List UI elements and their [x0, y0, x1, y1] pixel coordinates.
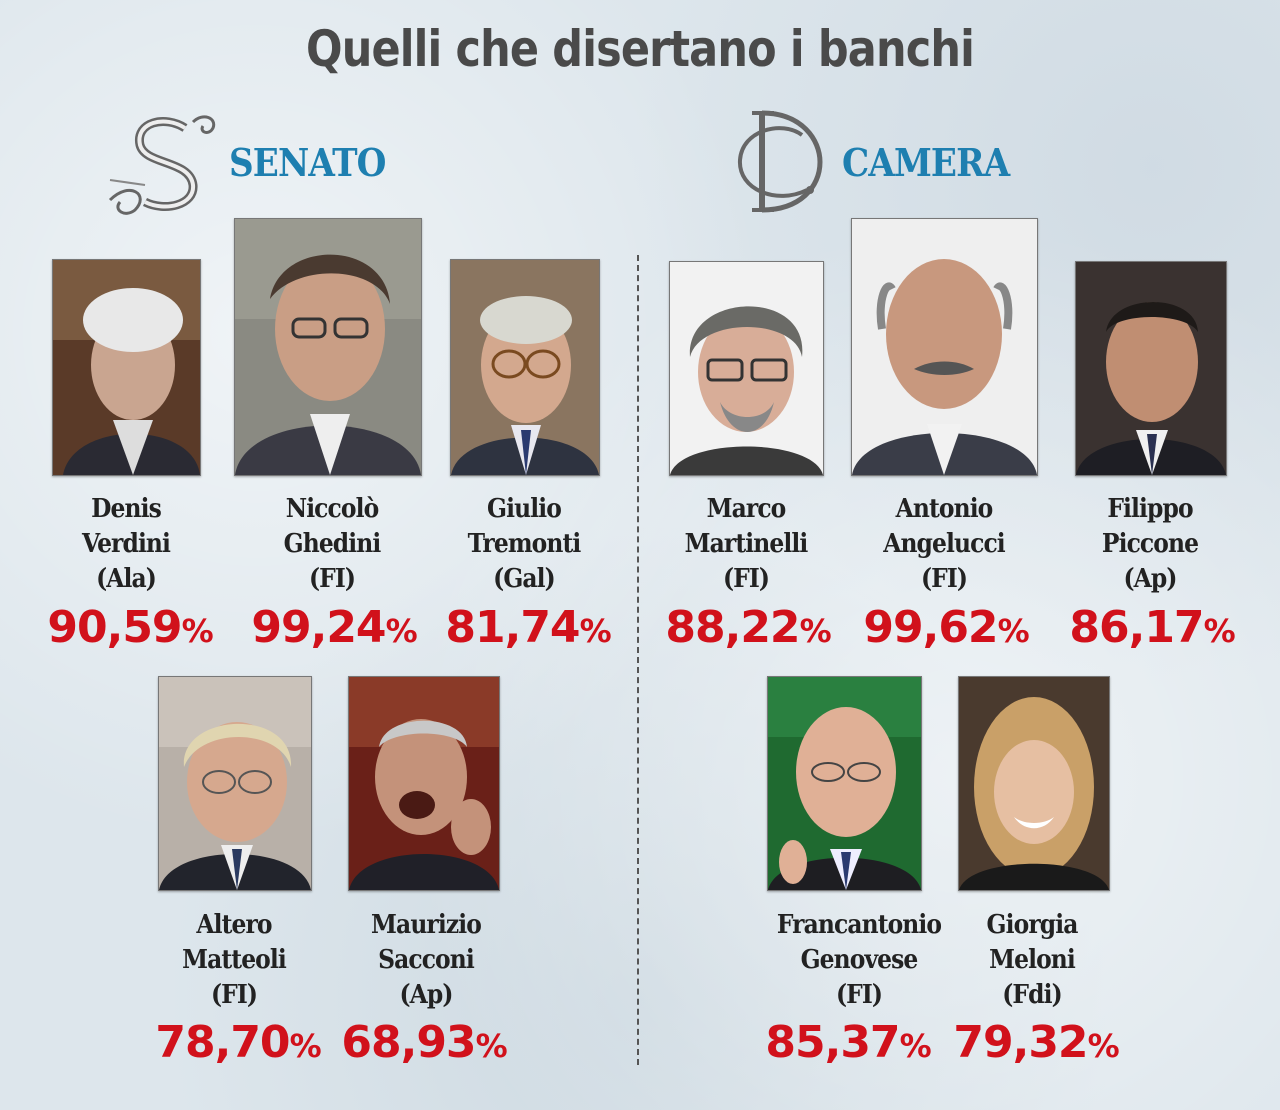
portrait-giulio-tremonti	[450, 259, 600, 476]
camera-member-2-name: Antonio Angelucci (FI)	[883, 494, 1006, 594]
portrait-marco-martinelli	[669, 261, 824, 476]
camera-header: CAMERA	[722, 110, 1062, 220]
camera-member-4-name: Francantonio Genovese (FI)	[776, 910, 942, 1010]
senato-member-4-percent: 78,70%	[155, 1017, 321, 1068]
portrait-maurizio-sacconi	[348, 676, 500, 891]
senato-member-3-name: Giulio Tremonti (Gal)	[467, 494, 582, 594]
page-title: Quelli che disertano i banchi	[306, 20, 975, 78]
portrait-giorgia-meloni	[958, 676, 1110, 891]
camera-dc-monogram-icon	[737, 110, 823, 213]
senato-member-3-percent: 81,74%	[445, 602, 611, 653]
camera-label: CAMERA	[842, 140, 1010, 185]
senato-header: SENATO	[105, 110, 445, 220]
senato-member-5-percent: 68,93%	[341, 1017, 507, 1068]
senato-member-2-percent: 99,24%	[251, 602, 417, 653]
camera-member-3-percent: 86,17%	[1069, 602, 1235, 653]
senato-member-4-name: Altero Matteoli (FI)	[182, 910, 287, 1010]
senato-member-1-percent: 90,59%	[47, 602, 213, 653]
camera-member-5-percent: 79,32%	[953, 1017, 1119, 1068]
chamber-divider	[637, 255, 639, 1065]
senato-label: SENATO	[229, 140, 386, 185]
camera-member-2-percent: 99,62%	[863, 602, 1029, 653]
camera-member-4-percent: 85,37%	[765, 1017, 931, 1068]
portrait-francantonio-genovese	[767, 676, 922, 891]
camera-member-1-name: Marco Martinelli (FI)	[684, 494, 809, 594]
camera-member-3-name: Filippo Piccone (Ap)	[1101, 494, 1199, 594]
camera-member-5-name: Giorgia Meloni (Fdi)	[986, 910, 1079, 1010]
portrait-antonio-angelucci	[851, 218, 1038, 476]
portrait-niccolo-ghedini	[234, 218, 422, 476]
portrait-altero-matteoli	[158, 676, 312, 891]
camera-member-1-percent: 88,22%	[665, 602, 831, 653]
portrait-denis-verdini	[52, 259, 201, 476]
senato-member-5-name: Maurizio Sacconi (Ap)	[371, 910, 482, 1010]
senato-s-monogram-icon	[108, 115, 216, 215]
portrait-filippo-piccone	[1075, 261, 1227, 476]
senato-member-1-name: Denis Verdini (Ala)	[81, 494, 171, 594]
senato-member-2-name: Niccolò Ghedini (FI)	[283, 494, 382, 594]
